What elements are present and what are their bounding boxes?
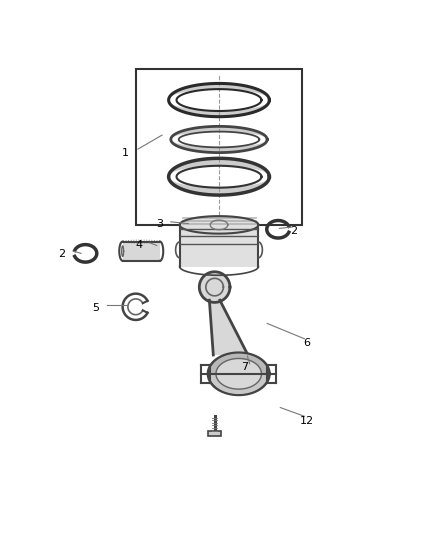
Polygon shape: [180, 216, 258, 233]
Bar: [123, 241, 160, 261]
Polygon shape: [210, 354, 267, 374]
Text: 4: 4: [136, 240, 143, 251]
Bar: [208, 431, 221, 436]
Bar: [136, 69, 302, 225]
Bar: [180, 225, 258, 266]
Text: 2: 2: [290, 225, 297, 236]
Polygon shape: [199, 272, 230, 302]
Polygon shape: [209, 300, 248, 355]
Text: 1: 1: [121, 148, 128, 158]
Text: 2: 2: [58, 249, 65, 259]
Polygon shape: [210, 374, 267, 393]
Text: 7: 7: [241, 362, 248, 372]
Text: 12: 12: [300, 416, 314, 426]
Text: 6: 6: [303, 338, 310, 348]
Polygon shape: [208, 353, 269, 395]
Text: 5: 5: [92, 303, 99, 313]
Text: 3: 3: [156, 220, 163, 229]
